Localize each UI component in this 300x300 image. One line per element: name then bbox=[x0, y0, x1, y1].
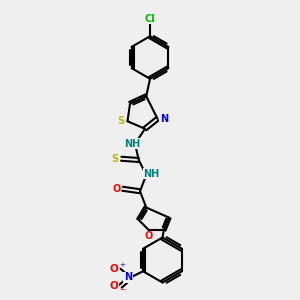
Text: NH: NH bbox=[124, 139, 141, 149]
Text: NH: NH bbox=[143, 169, 159, 179]
Text: O: O bbox=[112, 184, 120, 194]
Text: Cl: Cl bbox=[145, 14, 155, 24]
Text: N: N bbox=[160, 114, 168, 124]
Text: N: N bbox=[124, 272, 132, 283]
Text: O: O bbox=[110, 281, 118, 291]
Text: S: S bbox=[111, 154, 118, 164]
Text: O: O bbox=[145, 231, 153, 241]
Text: −: − bbox=[119, 287, 125, 293]
Text: O: O bbox=[110, 264, 118, 274]
Text: S: S bbox=[118, 116, 125, 126]
Text: +: + bbox=[119, 262, 125, 268]
